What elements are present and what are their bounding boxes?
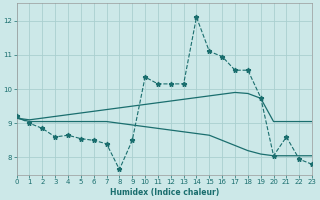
X-axis label: Humidex (Indice chaleur): Humidex (Indice chaleur) <box>110 188 219 197</box>
